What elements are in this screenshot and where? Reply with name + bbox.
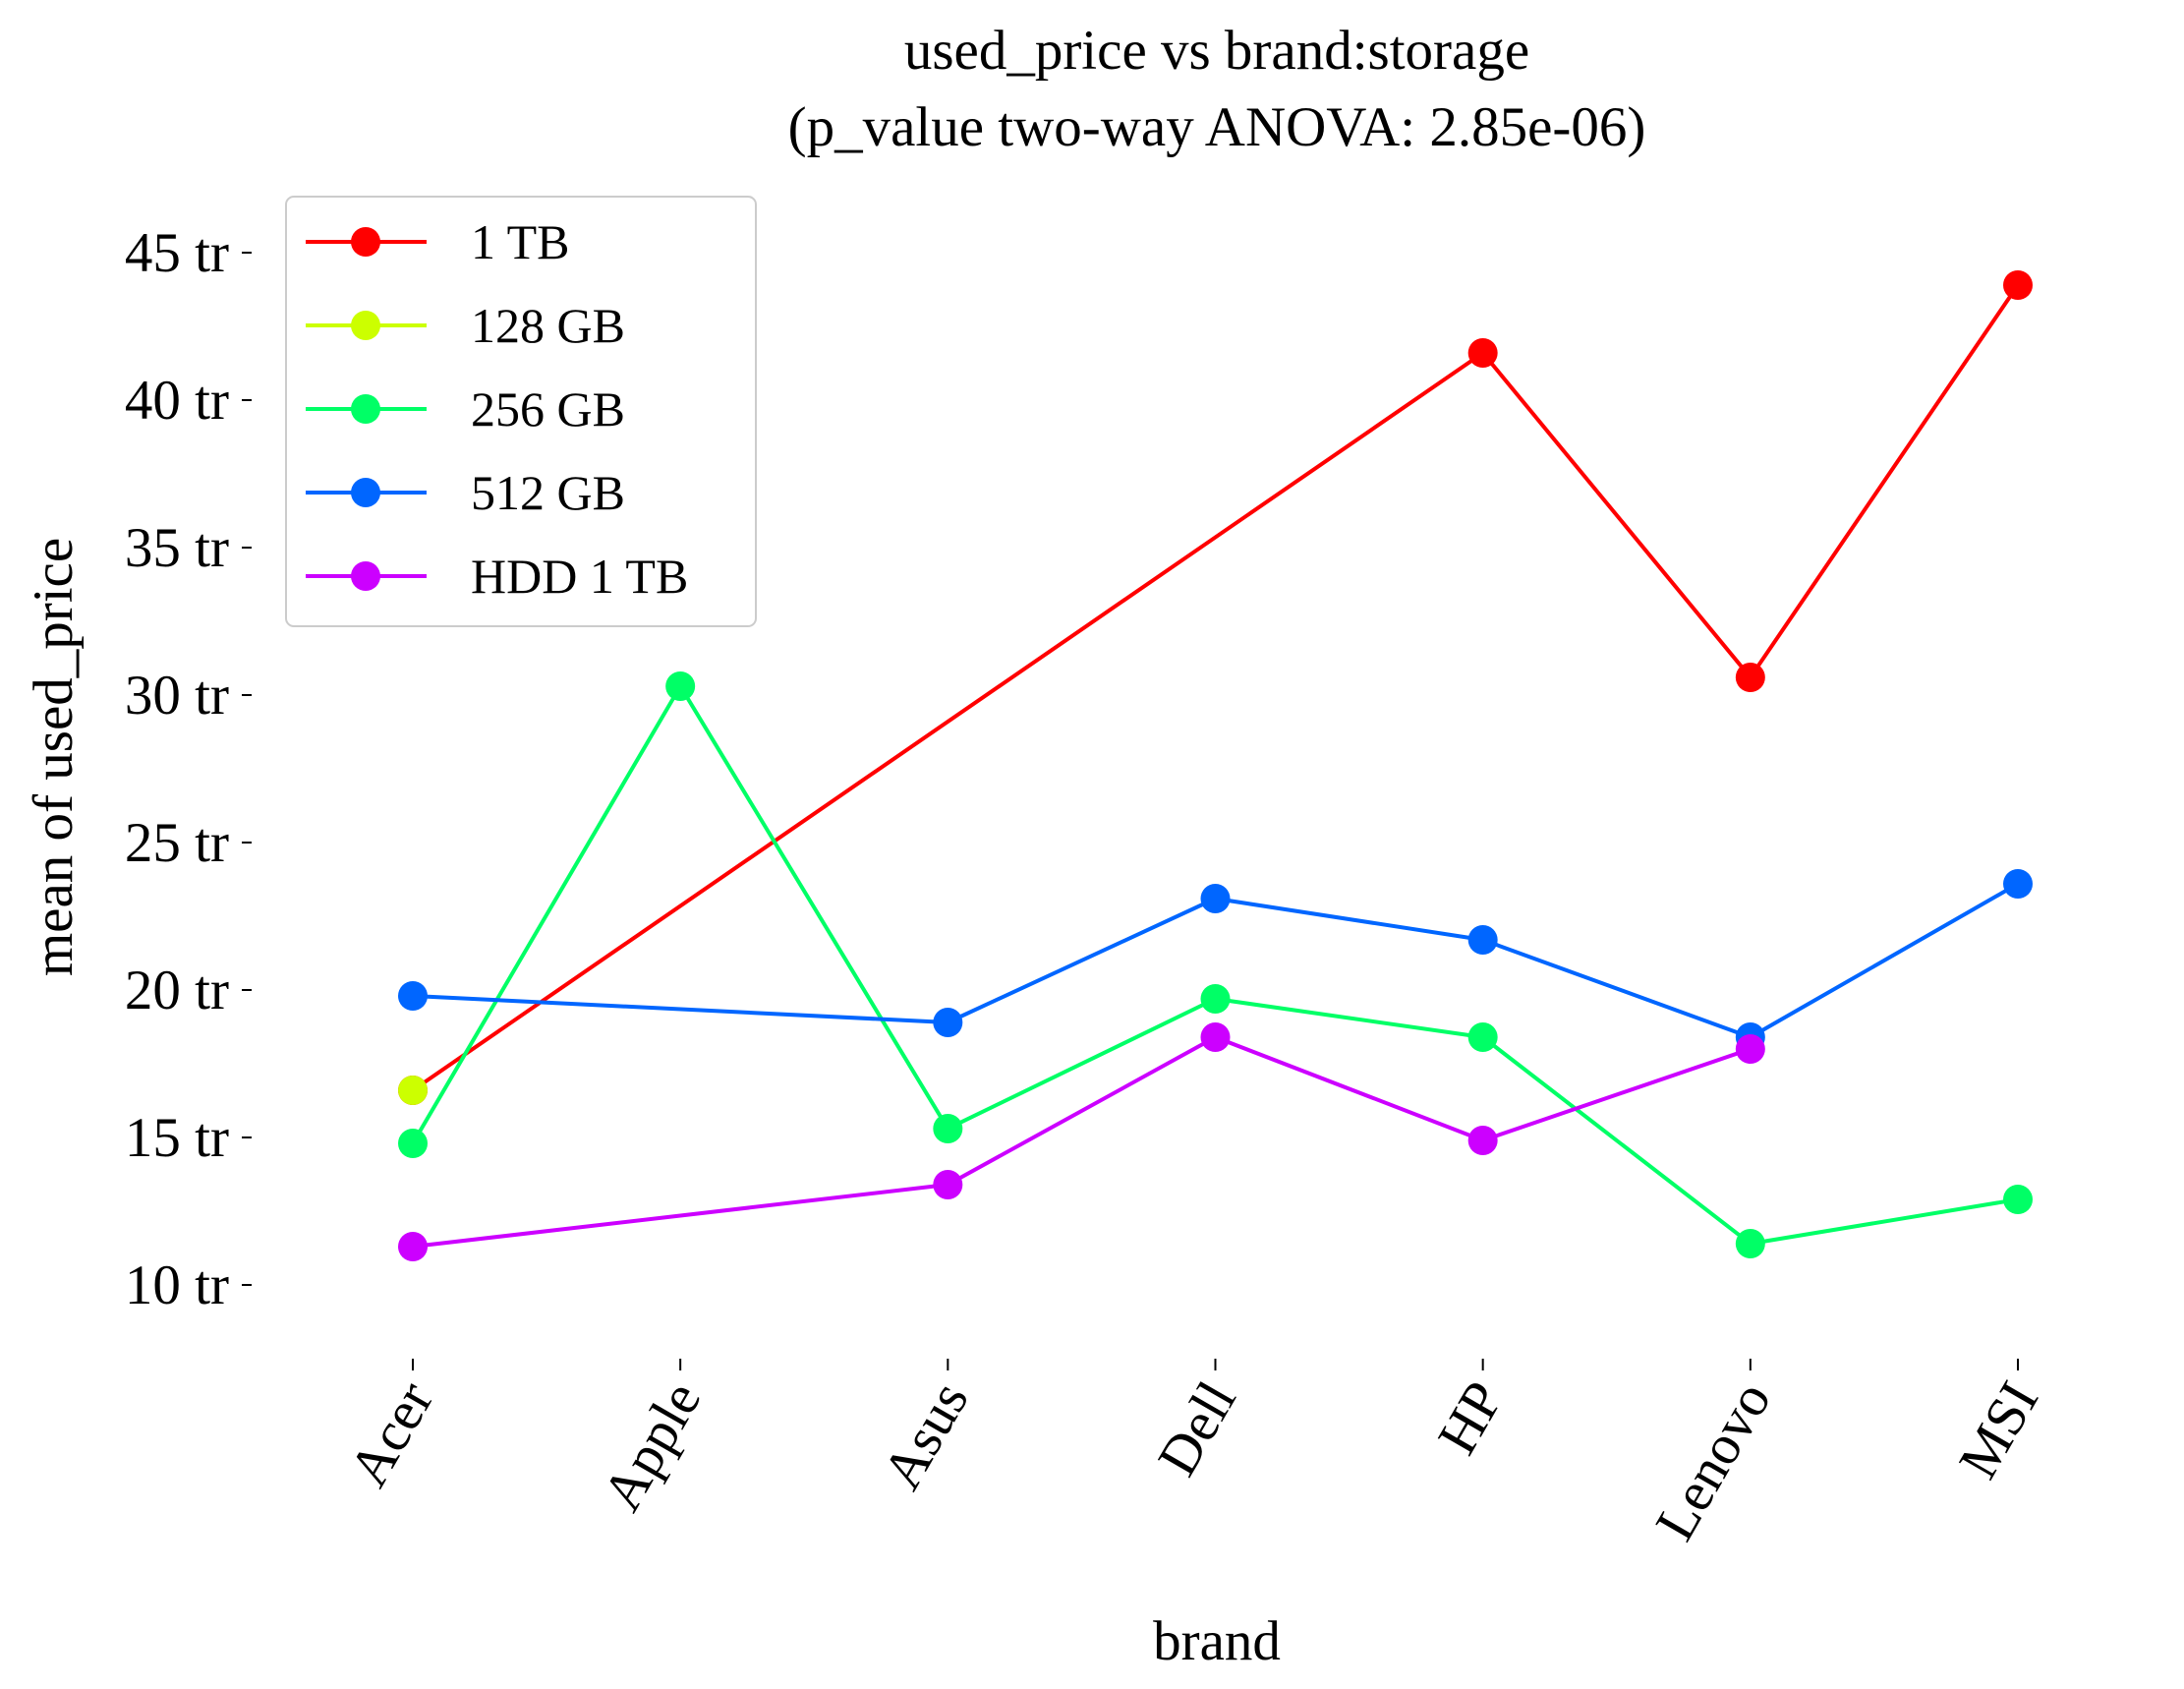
y-tick-label: 45 tr xyxy=(125,222,229,284)
legend-marker xyxy=(351,227,380,257)
data-point xyxy=(1200,984,1231,1014)
x-axis-label: brand xyxy=(1153,1610,1281,1672)
x-tick-label: Apple xyxy=(591,1371,713,1521)
data-point xyxy=(2003,1185,2033,1214)
data-point xyxy=(398,1076,428,1105)
series-128-gb xyxy=(398,1076,428,1105)
legend-marker xyxy=(351,478,380,507)
y-axis-label: mean of used_price xyxy=(23,538,85,976)
legend-entry: 128 GB xyxy=(306,298,625,353)
legend-marker xyxy=(351,394,380,424)
data-point xyxy=(398,1232,428,1261)
x-tick-label: MSI xyxy=(1947,1371,2050,1488)
data-point xyxy=(1735,1034,1765,1064)
x-tick-label: Asus xyxy=(871,1371,981,1499)
data-point xyxy=(933,1008,963,1037)
y-tick-label: 25 tr xyxy=(125,812,229,874)
data-point xyxy=(1735,1229,1765,1258)
legend-entry: HDD 1 TB xyxy=(306,549,688,604)
x-axis: Acer Apple Asus Dell HP Lenovo MSI xyxy=(337,1359,2050,1550)
y-tick-label: 15 tr xyxy=(125,1107,229,1169)
data-point xyxy=(1467,1126,1498,1155)
data-point xyxy=(933,1114,963,1143)
series-line xyxy=(411,684,2019,1246)
data-point xyxy=(2003,270,2033,300)
legend-label: 512 GB xyxy=(471,465,625,520)
x-tick-label: HP xyxy=(1426,1371,1516,1465)
data-point xyxy=(933,1170,963,1199)
series-line xyxy=(411,283,2020,1092)
legend-label: HDD 1 TB xyxy=(471,549,688,604)
y-axis: 10 tr 15 tr 20 tr 25 tr 30 tr 35 tr 40 tr 45 tr xyxy=(125,222,252,1316)
series-256-gb xyxy=(398,671,2033,1258)
legend: 1 TB 128 GB 256 GB 512 GB HDD 1 TB xyxy=(285,196,757,627)
data-point xyxy=(1735,663,1765,692)
x-tick-label: Lenovo xyxy=(1643,1371,1783,1550)
y-tick-label: 30 tr xyxy=(125,665,229,727)
data-point xyxy=(398,1129,428,1158)
y-tick-label: 40 tr xyxy=(125,370,229,432)
x-tick-label: Acer xyxy=(337,1371,445,1496)
legend-marker xyxy=(351,561,380,591)
legend-entry: 256 GB xyxy=(306,381,625,437)
y-tick-label: 10 tr xyxy=(125,1254,229,1316)
legend-entry: 512 GB xyxy=(306,465,625,520)
series-line xyxy=(412,1035,1752,1249)
legend-marker xyxy=(351,311,380,340)
data-point xyxy=(1200,884,1231,913)
x-tick-label: Dell xyxy=(1146,1371,1248,1485)
data-point xyxy=(1467,1022,1498,1052)
data-point xyxy=(665,671,696,701)
data-point xyxy=(1467,338,1498,368)
y-tick-label: 35 tr xyxy=(125,517,229,579)
series-layer xyxy=(398,270,2033,1261)
series-hdd-1-tb xyxy=(398,1022,1765,1261)
legend-entry: 1 TB xyxy=(306,214,570,269)
legend-frame xyxy=(285,196,757,627)
data-point xyxy=(398,981,428,1011)
chart-title: used_price vs brand:storage xyxy=(904,20,1529,82)
data-point xyxy=(1467,925,1498,955)
legend-label: 1 TB xyxy=(471,214,570,269)
legend-label: 128 GB xyxy=(471,298,625,353)
legend-label: 256 GB xyxy=(471,381,625,437)
data-point xyxy=(2003,869,2033,899)
chart-subtitle: (p_value two-way ANOVA: 2.85e-06) xyxy=(788,96,1646,158)
data-point xyxy=(1200,1022,1231,1052)
series-line xyxy=(412,882,2019,1039)
y-tick-label: 20 tr xyxy=(125,960,229,1021)
